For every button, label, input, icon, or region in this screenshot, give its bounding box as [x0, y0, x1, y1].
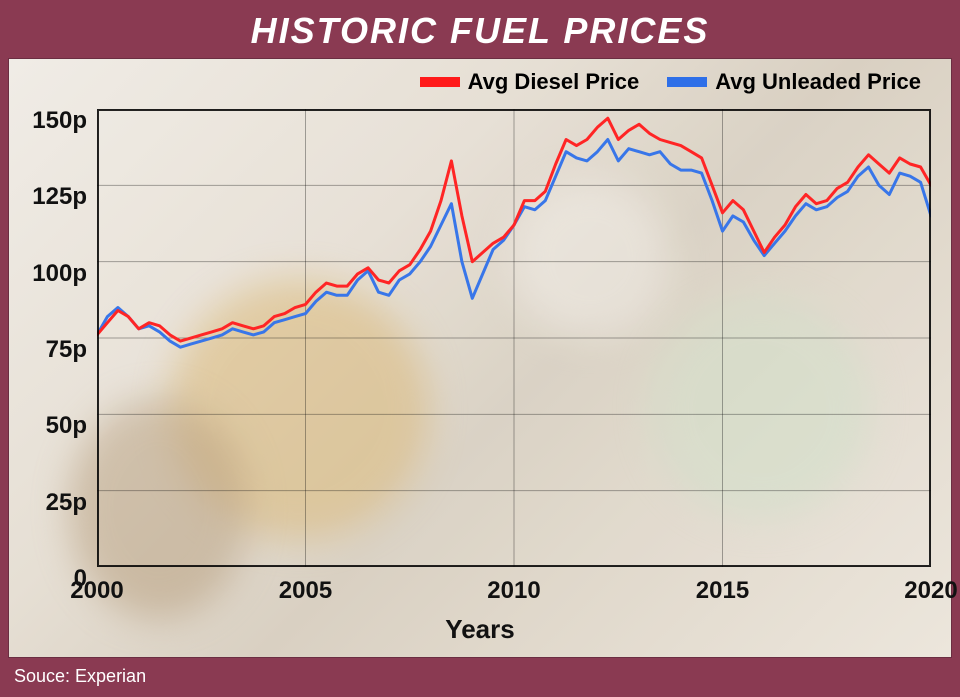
y-tick-label: 125p	[9, 183, 87, 211]
legend-label-unleaded: Avg Unleaded Price	[715, 69, 921, 95]
source-footer: Souce: Experian	[0, 658, 960, 697]
legend-item-diesel: Avg Diesel Price	[420, 69, 640, 95]
x-tick-label: 2020	[904, 577, 957, 605]
y-tick-label: 150p	[9, 107, 87, 135]
y-axis-ticks: 025p50p75p100p125p150p	[9, 109, 91, 567]
y-tick-label: 25p	[9, 489, 87, 517]
source-text: Souce: Experian	[14, 666, 146, 686]
y-tick-label: 100p	[9, 260, 87, 288]
chart-title: HISTORIC FUEL PRICES	[0, 10, 960, 52]
legend: Avg Diesel Price Avg Unleaded Price	[420, 69, 921, 95]
x-axis-ticks: 20002005201020152020	[97, 573, 931, 607]
x-tick-label: 2000	[70, 577, 123, 605]
chart-panel: Avg Diesel Price Avg Unleaded Price 025p…	[8, 58, 952, 658]
legend-item-unleaded: Avg Unleaded Price	[667, 69, 921, 95]
legend-label-diesel: Avg Diesel Price	[468, 69, 640, 95]
swatch-diesel	[420, 77, 460, 87]
plot-area	[97, 109, 931, 567]
x-axis-label: Years	[9, 614, 951, 645]
x-tick-label: 2005	[279, 577, 332, 605]
x-tick-label: 2015	[696, 577, 749, 605]
plot-border	[97, 109, 931, 567]
y-tick-label: 50p	[9, 412, 87, 440]
y-tick-label: 75p	[9, 336, 87, 364]
x-tick-label: 2010	[487, 577, 540, 605]
swatch-unleaded	[667, 77, 707, 87]
title-bar: HISTORIC FUEL PRICES	[0, 0, 960, 58]
